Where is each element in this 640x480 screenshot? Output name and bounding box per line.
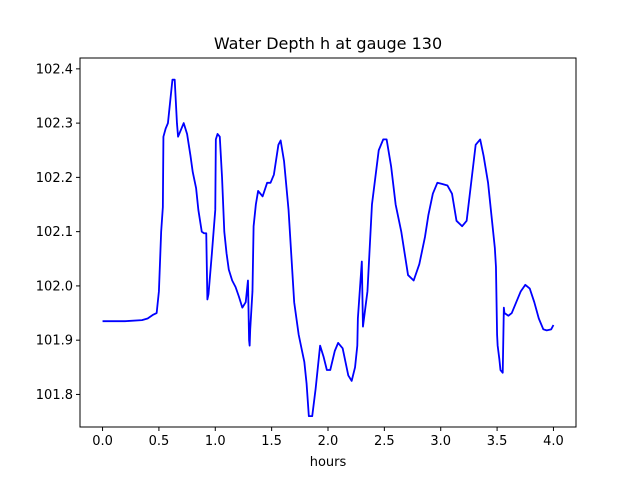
y-tick-label: 102.4 bbox=[36, 62, 73, 77]
y-axis-ticks: 101.8 101.9 102.0 102.1 102.2 102.3 102.4 bbox=[36, 62, 80, 403]
y-tick-label: 102.0 bbox=[36, 279, 73, 294]
chart-title: Water Depth h at gauge 130 bbox=[214, 34, 442, 53]
x-tick-label: 3.0 bbox=[430, 434, 451, 449]
x-tick-label: 2.0 bbox=[318, 434, 339, 449]
y-tick-label: 102.3 bbox=[36, 117, 73, 132]
x-axis-ticks: 0.0 0.5 1.0 1.5 2.0 2.5 3.0 3.5 4.0 bbox=[92, 427, 564, 449]
plot-area bbox=[102, 78, 555, 418]
y-tick-label: 101.9 bbox=[36, 334, 73, 349]
x-tick-label: 1.5 bbox=[261, 434, 282, 449]
y-tick-label: 102.1 bbox=[36, 225, 73, 240]
x-tick-label: 0.0 bbox=[92, 434, 113, 449]
x-tick-label: 3.5 bbox=[487, 434, 508, 449]
x-tick-label: 1.0 bbox=[205, 434, 226, 449]
plot-frame bbox=[79, 57, 577, 428]
x-axis-label: hours bbox=[310, 455, 347, 470]
series-line-0 bbox=[102, 78, 555, 418]
x-tick-label: 0.5 bbox=[149, 434, 170, 449]
x-tick-label: 2.5 bbox=[374, 434, 395, 449]
x-tick-label: 4.0 bbox=[543, 434, 564, 449]
y-tick-label: 102.2 bbox=[36, 171, 73, 186]
y-tick-label: 101.8 bbox=[36, 388, 73, 403]
